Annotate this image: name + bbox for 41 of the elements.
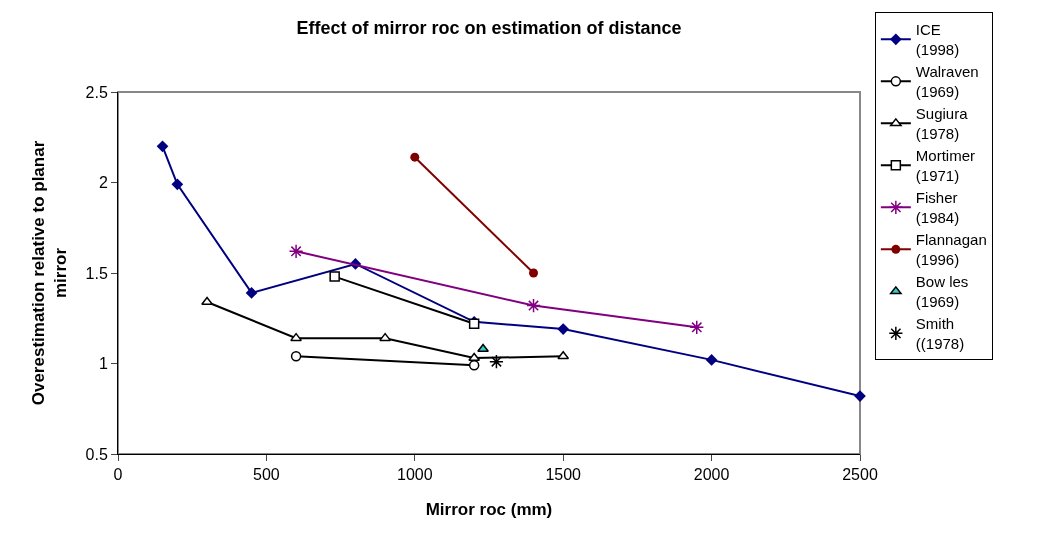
legend-label: Smith ((1978): [915, 315, 965, 352]
point: [689, 319, 705, 335]
legend-label: Walraven (1969): [915, 63, 979, 100]
x-tick-label: 500: [253, 466, 280, 484]
y-tick-label: 1.5: [85, 264, 108, 282]
point: [705, 354, 718, 366]
point: [468, 352, 481, 362]
x-tick-label: 1500: [545, 466, 582, 484]
point: [290, 332, 303, 342]
point: [290, 351, 302, 362]
y-tick-label: 2.5: [85, 83, 108, 101]
y-tick-label: 1: [98, 355, 108, 373]
point: [156, 140, 169, 153]
point: [529, 268, 539, 278]
point: [245, 287, 258, 299]
y-axis-title: Overestimation relative to planar mirror: [29, 140, 71, 406]
legend-label: Sugiura (1978): [915, 105, 969, 142]
legend-label: Flannagan (1996): [915, 231, 987, 268]
legend-label: Fisher (1984): [915, 189, 960, 226]
x-axis-title: Mirror roc (mm): [425, 500, 553, 519]
legend-label: Mortimer (1971): [915, 147, 976, 184]
point: [557, 323, 570, 335]
point: [171, 178, 184, 191]
point: [288, 243, 304, 259]
y-tick-label: 2: [98, 174, 108, 192]
legend-label: ICE (1998): [915, 21, 960, 58]
point: [468, 360, 480, 371]
point: [489, 354, 504, 370]
point: [201, 296, 213, 305]
x-tick-label: 0: [113, 466, 123, 484]
point: [379, 332, 392, 342]
x-tick-label: 2000: [693, 466, 730, 484]
x-tick-label: 1000: [397, 466, 433, 484]
point: [329, 271, 340, 282]
y-tick-label: 0.5: [85, 445, 108, 463]
legend-label: Bow les (1969): [915, 273, 969, 310]
point: [477, 343, 490, 353]
point: [410, 152, 420, 162]
x-tick-label: 2500: [842, 466, 878, 484]
point: [526, 298, 541, 313]
chart-title: Effect of mirror roc on estimation of distance: [296, 18, 682, 39]
